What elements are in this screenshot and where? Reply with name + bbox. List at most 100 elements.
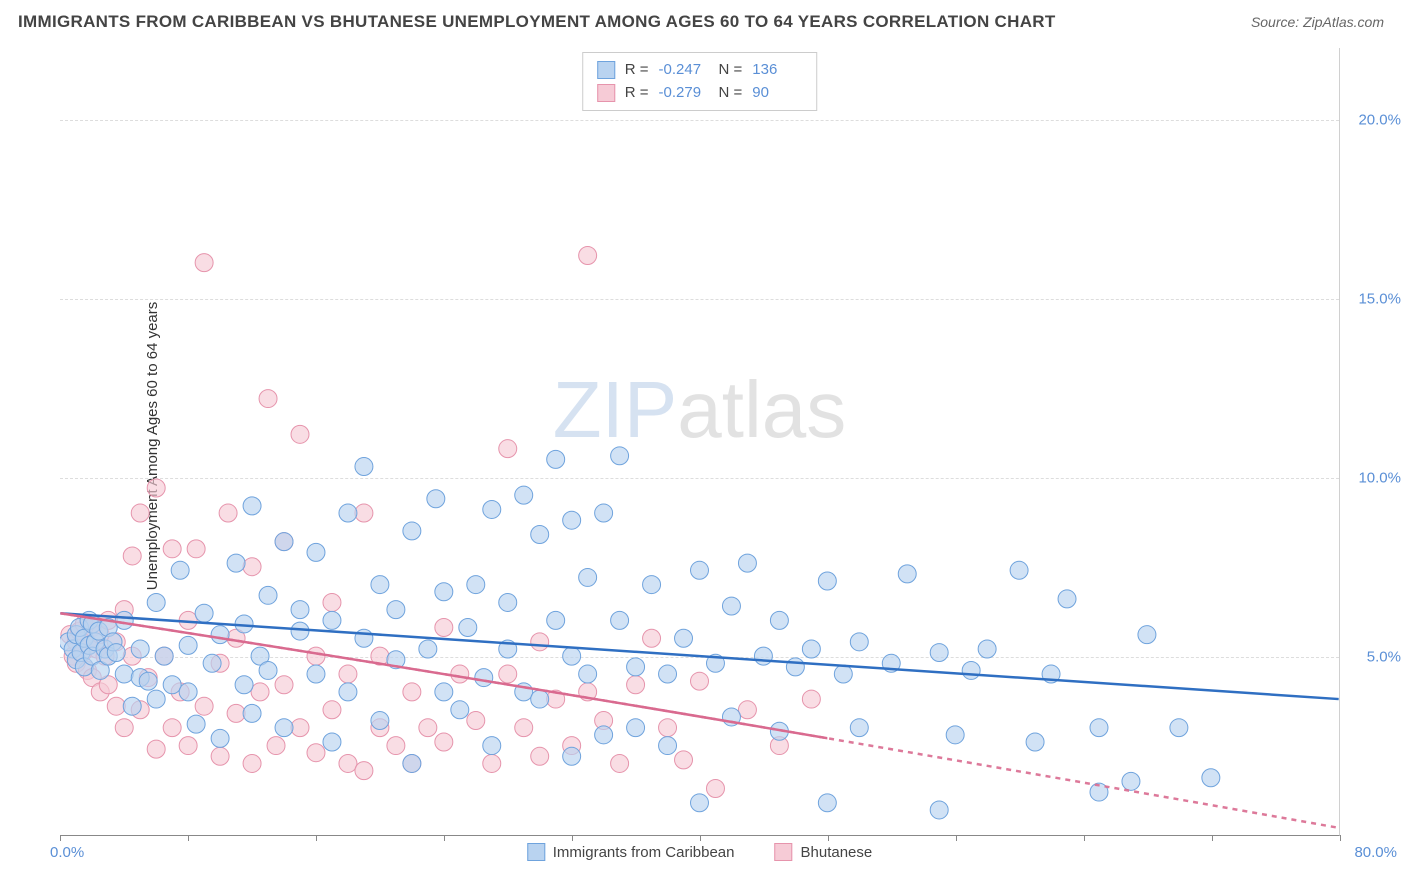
data-point <box>706 780 724 798</box>
data-point <box>818 794 836 812</box>
data-point <box>403 683 421 701</box>
data-point <box>371 576 389 594</box>
data-point <box>786 658 804 676</box>
x-tick-min: 0.0% <box>50 844 84 861</box>
legend-item-b: Bhutanese <box>775 843 873 861</box>
data-point <box>499 665 517 683</box>
data-point <box>850 633 868 651</box>
data-point <box>403 754 421 772</box>
data-point <box>475 669 493 687</box>
data-point <box>259 390 277 408</box>
data-point <box>675 629 693 647</box>
x-tick-mark <box>188 835 189 841</box>
data-point <box>595 726 613 744</box>
data-point <box>1202 769 1220 787</box>
data-point <box>227 704 245 722</box>
data-point <box>307 665 325 683</box>
data-point <box>291 719 309 737</box>
data-point <box>427 490 445 508</box>
data-point <box>243 558 261 576</box>
data-point <box>179 683 197 701</box>
data-point <box>611 447 629 465</box>
data-point <box>163 540 181 558</box>
data-point <box>187 715 205 733</box>
data-point <box>802 690 820 708</box>
data-point <box>563 647 581 665</box>
data-point <box>435 619 453 637</box>
data-point <box>243 704 261 722</box>
data-point <box>818 572 836 590</box>
data-point <box>115 611 133 629</box>
legend-row-b: R = -0.279 N = 90 <box>597 82 803 105</box>
data-point <box>275 533 293 551</box>
data-point <box>307 543 325 561</box>
data-point <box>355 762 373 780</box>
data-point <box>770 611 788 629</box>
data-point <box>898 565 916 583</box>
series-a-name: Immigrants from Caribbean <box>553 844 735 861</box>
data-point <box>435 733 453 751</box>
data-point <box>163 719 181 737</box>
x-tick-mark <box>1212 835 1213 841</box>
data-point <box>355 458 373 476</box>
x-tick-mark <box>444 835 445 841</box>
data-point <box>435 683 453 701</box>
data-point <box>147 740 165 758</box>
data-point <box>547 611 565 629</box>
data-point <box>195 254 213 272</box>
y-tick-label: 15.0% <box>1358 290 1401 307</box>
n-value-b: 90 <box>752 82 802 105</box>
y-tick-label: 5.0% <box>1367 648 1401 665</box>
data-point <box>275 719 293 737</box>
data-point <box>219 504 237 522</box>
plot-area: ZIPatlas R = -0.247 N = 136 R = -0.279 N… <box>60 48 1340 836</box>
data-point <box>339 665 357 683</box>
data-point <box>147 479 165 497</box>
data-point <box>107 697 125 715</box>
data-point <box>611 611 629 629</box>
data-point <box>139 672 157 690</box>
data-point <box>371 712 389 730</box>
data-point <box>627 676 645 694</box>
data-point <box>627 658 645 676</box>
data-point <box>107 644 125 662</box>
r-value-b: -0.279 <box>659 82 709 105</box>
n-label: N = <box>719 82 743 105</box>
data-point <box>691 561 709 579</box>
data-point <box>722 597 740 615</box>
data-point <box>834 665 852 683</box>
source-attribution: Source: ZipAtlas.com <box>1251 14 1384 30</box>
data-point <box>203 654 221 672</box>
x-tick-mark <box>60 835 61 841</box>
data-point <box>467 712 485 730</box>
data-point <box>515 486 533 504</box>
data-point <box>738 554 756 572</box>
data-point <box>579 246 597 264</box>
data-point <box>467 576 485 594</box>
data-point <box>115 719 133 737</box>
data-point <box>211 626 229 644</box>
data-point <box>499 593 517 611</box>
data-point <box>339 754 357 772</box>
data-point <box>1090 719 1108 737</box>
data-point <box>531 690 549 708</box>
data-point <box>323 611 341 629</box>
y-tick-label: 20.0% <box>1358 111 1401 128</box>
data-point <box>435 583 453 601</box>
data-point <box>1138 626 1156 644</box>
data-point <box>123 697 141 715</box>
data-point <box>115 665 133 683</box>
swatch-a-icon <box>527 843 545 861</box>
data-point <box>419 640 437 658</box>
x-tick-max: 80.0% <box>1354 844 1397 861</box>
data-point <box>1010 561 1028 579</box>
data-point <box>123 547 141 565</box>
data-point <box>531 526 549 544</box>
data-point <box>531 633 549 651</box>
data-point <box>147 690 165 708</box>
data-point <box>291 425 309 443</box>
data-point <box>659 737 677 755</box>
data-point <box>323 593 341 611</box>
swatch-b-icon <box>597 84 615 102</box>
x-tick-mark <box>1084 835 1085 841</box>
